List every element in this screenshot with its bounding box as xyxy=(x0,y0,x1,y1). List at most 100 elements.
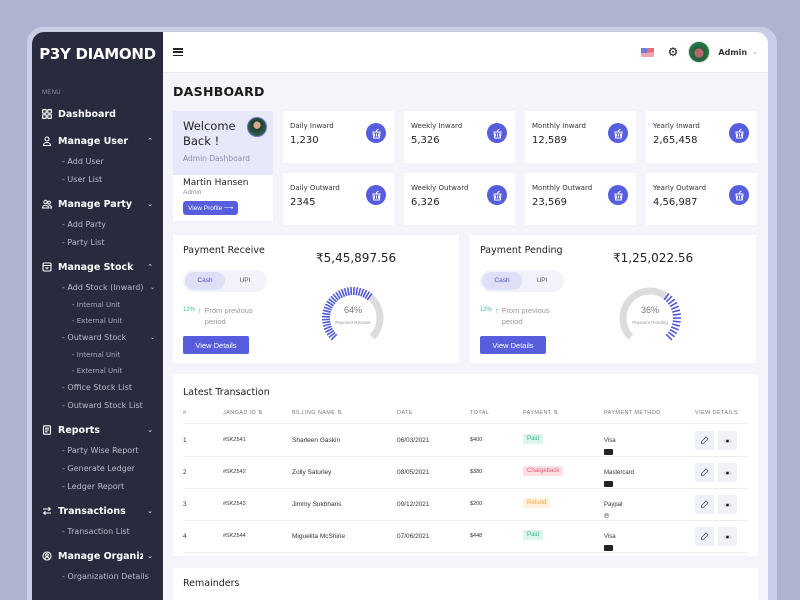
sidebar-subitem[interactable]: - Party Wise Report xyxy=(32,442,163,460)
row-number: 1 xyxy=(183,437,187,444)
table-header: # JANGAD ID ⇅ BILLING NAME ⇅ DATE TOTAL PAYME… xyxy=(183,410,748,424)
column-header[interactable]: PAYMENT ⇅ xyxy=(523,410,559,416)
stat-label: Daily Outward xyxy=(290,184,340,192)
sidebar-subitem[interactable]: - Internal Unit xyxy=(32,347,163,363)
sidebar-subitem[interactable]: - User List xyxy=(32,171,163,189)
gear-icon[interactable]: ⚙ xyxy=(667,45,679,59)
shopping-bag-icon xyxy=(729,185,749,205)
edit-button[interactable] xyxy=(695,527,714,546)
total: $200 xyxy=(470,501,483,507)
sidebar-subitem[interactable]: - Add User xyxy=(32,153,163,171)
view-profile-button[interactable]: View Profile ⟶ xyxy=(183,201,239,215)
chevron-down-icon[interactable]: ⌄ xyxy=(149,284,155,291)
sidebar-subitem[interactable]: - External Unit xyxy=(32,313,163,329)
sidebar-subitem-label: - Party List xyxy=(62,238,105,247)
toggle-upi[interactable]: UPI xyxy=(536,277,548,284)
gauge-percent: 64% xyxy=(343,305,362,315)
toggle-cash[interactable]: Cash xyxy=(482,272,522,290)
profile-name: Martin Hansen xyxy=(183,178,249,188)
billing-name: Zolly Saturley xyxy=(292,469,332,476)
table-row: 3 #SK2543 Jimmy Sukbhans 09/12/2021 $200 Refu… xyxy=(183,489,748,521)
sidebar-subitem-label: - External Unit xyxy=(72,367,123,375)
jangad-id: #SK2544 xyxy=(223,533,246,539)
view-eye-button[interactable] xyxy=(718,495,737,514)
sidebar-subitem[interactable]: - Party List xyxy=(32,234,163,252)
chevron-down-icon[interactable]: ⌄ xyxy=(752,49,758,56)
view-eye-button[interactable] xyxy=(718,527,737,546)
gauge-label: Payment Pending xyxy=(632,320,668,325)
payment-method: Visa xyxy=(604,437,616,455)
sidebar-subitem-label: - Add Party xyxy=(62,220,106,229)
sidebar-subitem[interactable]: - Office Stock List xyxy=(32,379,163,397)
sidebar: P3Y DIAMOND MENU Dashboard Manage User ⌃ - … xyxy=(32,32,163,600)
chevron-down-icon[interactable]: ⌄ xyxy=(147,552,153,560)
us-flag-icon[interactable] xyxy=(640,47,654,57)
shopping-bag-icon xyxy=(608,185,628,205)
view-details-button[interactable]: View Details xyxy=(183,336,249,354)
toggle-upi[interactable]: UPI xyxy=(239,277,251,284)
sidebar-subitem[interactable]: - Organization Details xyxy=(32,568,163,586)
sidebar-item-manage-user[interactable]: Manage User ⌃ xyxy=(32,129,163,153)
view-eye-button[interactable] xyxy=(718,463,737,482)
chevron-down-icon[interactable]: ⌄ xyxy=(147,426,153,434)
arrow-up-icon: ↑ xyxy=(495,306,499,315)
sidebar-item-reports[interactable]: Reports ⌄ xyxy=(32,418,163,442)
sidebar-item-manage-organiza[interactable]: Manage Organiza.. ⌄ xyxy=(32,544,163,568)
sidebar-subitem[interactable]: - Add Stock (Inward) ⌄ xyxy=(32,279,163,297)
user-name[interactable]: Admin xyxy=(718,47,748,57)
total: $380 xyxy=(470,469,483,475)
sidebar-item-transactions[interactable]: Transactions ⌄ xyxy=(32,499,163,523)
user-avatar[interactable] xyxy=(688,41,711,63)
chevron-up-icon[interactable]: ⌃ xyxy=(147,263,153,271)
stat-value: 1,230 xyxy=(290,135,319,146)
sidebar-subitem[interactable]: - Transaction List xyxy=(32,523,163,541)
welcome-subtitle: Admin Dashboard xyxy=(183,154,250,163)
view-eye-button[interactable] xyxy=(718,431,737,450)
sidebar-item-label: Reports xyxy=(58,424,100,436)
sidebar-subitem[interactable]: - External Unit xyxy=(32,363,163,379)
sidebar-item-manage-stock[interactable]: Manage Stock ⌃ xyxy=(32,255,163,279)
column-header[interactable]: BILLING NAME ⇅ xyxy=(292,410,343,416)
section-title: Latest Transaction xyxy=(183,387,270,398)
sidebar-subitem[interactable]: - Generate Ledger xyxy=(32,460,163,478)
payment-status-badge: Chargeback xyxy=(523,466,564,476)
chevron-down-icon[interactable]: ⌄ xyxy=(147,507,153,515)
sidebar-subitem[interactable]: - Outward Stock ⌄ xyxy=(32,329,163,347)
toggle-cash[interactable]: Cash xyxy=(185,272,225,290)
sidebar-item-manage-party[interactable]: Manage Party ⌄ xyxy=(32,192,163,216)
sidebar-subitem[interactable]: - Add Party xyxy=(32,216,163,234)
jangad-id: #SK2543 xyxy=(223,501,246,507)
trend-percent: 12% xyxy=(480,307,493,313)
sidebar-subitem[interactable]: - Ledger Report xyxy=(32,478,163,496)
payment-type-toggle: Cash UPI xyxy=(183,270,267,292)
payment-method-label: Mastercard xyxy=(604,470,635,476)
stat-label: Weekly Inward xyxy=(411,122,463,130)
welcome-card: Welcome Back ! Admin Dashboard Martin Ha… xyxy=(173,111,273,221)
edit-button[interactable] xyxy=(695,431,714,450)
view-details-button[interactable]: View Details xyxy=(480,336,546,354)
edit-button[interactable] xyxy=(695,495,714,514)
sidebar-subitem-label: - Outward Stock List xyxy=(62,401,143,410)
table-row: 4 #SK2544 Miguelita McShirie 07/06/2021 $448… xyxy=(183,521,748,553)
chevron-down-icon[interactable]: ⌄ xyxy=(147,200,153,208)
column-header: TOTAL xyxy=(470,410,490,416)
edit-button[interactable] xyxy=(695,463,714,482)
sidebar-subitem[interactable]: - Internal Unit xyxy=(32,297,163,313)
hamburger-menu-icon[interactable] xyxy=(173,48,183,56)
shopping-bag-icon xyxy=(366,185,386,205)
stat-label: Weekly Outward xyxy=(411,184,469,192)
payment-amount: ₹5,45,897.56 xyxy=(316,251,397,265)
column-header[interactable]: JANGAD ID ⇅ xyxy=(223,410,263,416)
date: 08/05/2021 xyxy=(397,469,430,476)
gauge-chart: 36% Payment Pending xyxy=(617,285,683,351)
chevron-down-icon[interactable]: ⌄ xyxy=(149,334,155,341)
stat-card-yearly-inward: Yearly Inward 2,65,458 xyxy=(646,111,757,163)
sidebar-item-dashboard[interactable]: Dashboard xyxy=(32,102,163,126)
sidebar-item-label: Transactions xyxy=(58,505,126,517)
sidebar-item-label: Manage User xyxy=(58,135,129,147)
sidebar-subitem[interactable]: - Outward Stock List xyxy=(32,397,163,415)
date: 09/12/2021 xyxy=(397,501,430,508)
billing-name: Sharleen Gaskin xyxy=(292,437,341,444)
chevron-up-icon[interactable]: ⌃ xyxy=(147,137,153,145)
shopping-bag-icon xyxy=(487,123,507,143)
